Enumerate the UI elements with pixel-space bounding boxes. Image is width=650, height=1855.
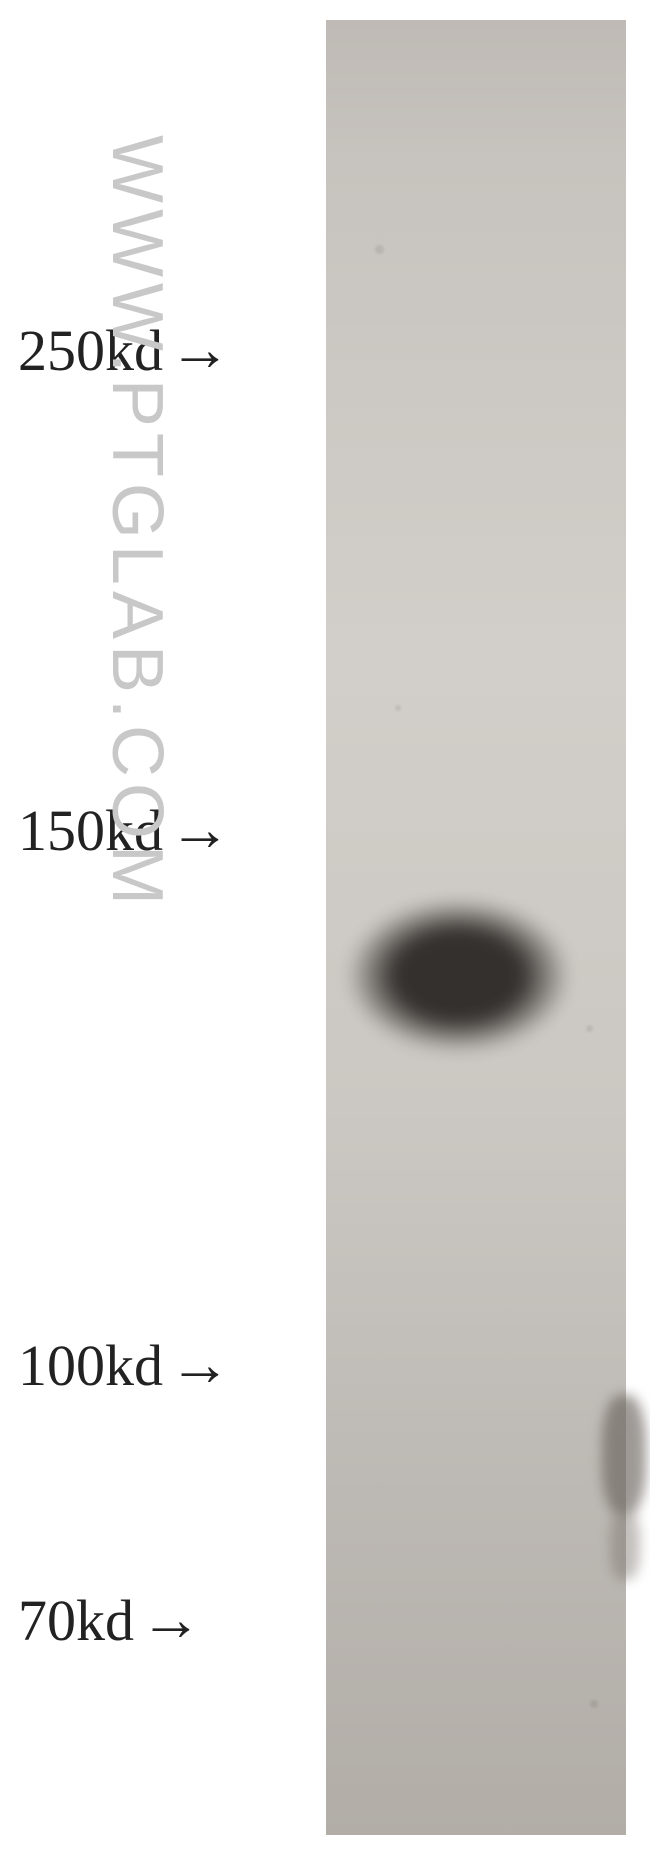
lane-smudge <box>610 1510 640 1580</box>
protein-band <box>346 898 571 1053</box>
arrow-icon: → <box>169 315 231 386</box>
mw-marker-label: 70kd <box>18 1587 134 1654</box>
lane-smudge <box>602 1395 646 1515</box>
watermark: WWW.PTGLAB.COM <box>96 135 178 911</box>
noise-spot <box>375 245 384 254</box>
noise-spot <box>395 705 401 711</box>
arrow-icon: → <box>169 1330 231 1401</box>
noise-spot <box>586 1025 593 1032</box>
blot-figure: WWW.PTGLAB.COM 250kd→150kd→100kd→70kd→ <box>0 0 650 1855</box>
mw-marker: 70kd→ <box>18 1585 202 1656</box>
arrow-icon: → <box>140 1585 202 1656</box>
noise-spot <box>590 1700 598 1708</box>
arrow-icon: → <box>169 795 231 866</box>
lane-background <box>326 20 626 1835</box>
mw-marker-label: 100kd <box>18 1332 163 1399</box>
blot-lane <box>326 20 626 1835</box>
watermark-text: WWW.PTGLAB.COM <box>97 135 177 911</box>
mw-marker: 100kd→ <box>18 1330 231 1401</box>
